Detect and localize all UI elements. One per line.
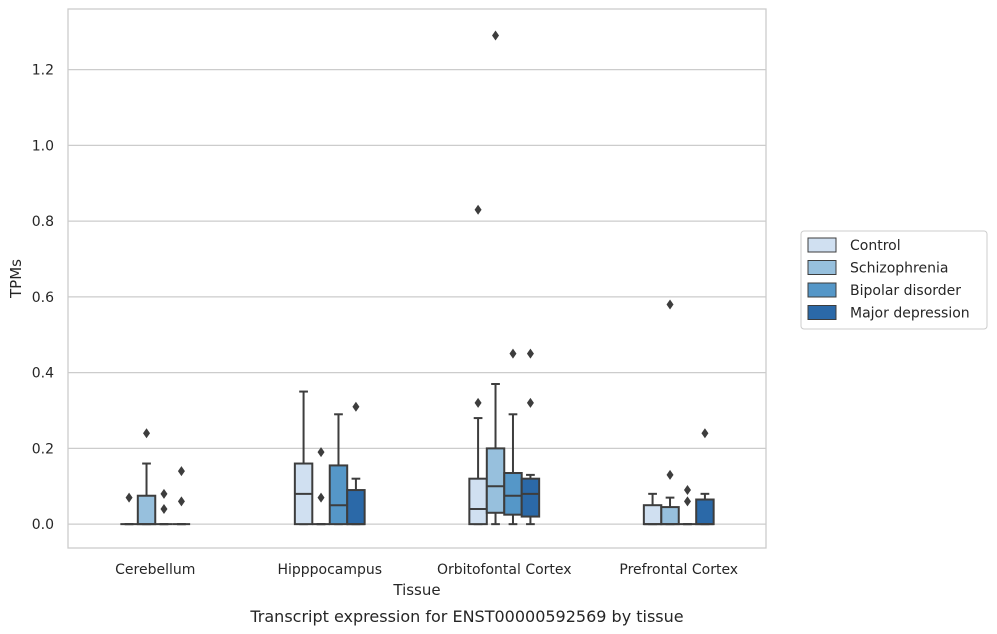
box-iqr: [503, 472, 523, 516]
outlier-point: [509, 348, 517, 359]
legend-swatch: [807, 305, 837, 320]
box-iqr: [695, 498, 715, 526]
plot-frame: [67, 8, 767, 549]
outlier-point: [492, 30, 500, 41]
chart-caption: Transcript expression for ENST0000059256…: [249, 607, 683, 626]
outlier-point: [683, 485, 691, 496]
y-tick-label: 0.6: [32, 290, 54, 306]
y-tick-label: 0.8: [32, 214, 54, 230]
outlier-point: [474, 204, 482, 215]
legend-label: Schizophrenia: [850, 261, 948, 277]
x-tick-label: Prefrontal Cortex: [619, 562, 738, 578]
x-axis-label: Tissue: [392, 581, 440, 599]
y-tick-label: 1.2: [32, 63, 54, 79]
outlier-point: [177, 466, 185, 477]
outlier-point: [683, 496, 691, 507]
x-tick-label: Cerebellum: [115, 562, 195, 578]
legend-label: Bipolar disorder: [850, 283, 961, 299]
y-tick-label: 0.4: [32, 366, 54, 382]
y-tick-label: 0.2: [32, 441, 54, 457]
legend-label: Major depression: [850, 306, 970, 322]
box-iqr: [468, 477, 488, 526]
box-3-2: [520, 348, 541, 526]
boxes: [120, 30, 715, 526]
box-1-0: [136, 428, 157, 526]
box-3-3: [695, 428, 715, 526]
box-2-3: [678, 485, 697, 526]
outlier-point: [160, 503, 168, 514]
legend-swatch: [807, 260, 837, 275]
box-0-1: [293, 390, 314, 526]
box-iqr: [520, 477, 541, 518]
x-tick-labels: Cerebellum Hipppocampus Orbitofontal Corte…: [115, 562, 738, 578]
box-1-3: [660, 299, 680, 526]
outlier-point: [352, 401, 360, 412]
y-tick-labels: 0.0 0.2 0.4 0.6 0.8 1.0 1.2: [32, 63, 54, 534]
box-3-1: [346, 401, 366, 526]
box-1-2: [485, 30, 506, 526]
box-iqr: [660, 506, 680, 526]
outlier-point: [160, 488, 168, 499]
box-iqr: [346, 489, 366, 526]
box-0-3: [642, 492, 663, 526]
y-tick-label: 1.0: [32, 138, 54, 154]
outlier-point: [317, 492, 325, 503]
outlier-point: [474, 397, 482, 408]
legend-label: Control: [850, 238, 901, 254]
box-iqr: [642, 504, 663, 526]
outlier-point: [666, 469, 674, 480]
box-iqr: [136, 494, 157, 526]
outlier-point: [125, 492, 133, 503]
outlier-point: [666, 299, 674, 310]
outlier-point: [526, 397, 534, 408]
legend-swatch: [807, 282, 837, 298]
box-0-0: [120, 492, 138, 526]
legend: Control Schizophrenia Bipolar disorder Majo…: [800, 230, 988, 330]
box-2-2: [503, 348, 523, 526]
x-tick-label: Hipppocampus: [277, 562, 382, 578]
outlier-point: [317, 447, 325, 458]
outlier-point: [701, 428, 709, 439]
box-2-0: [155, 488, 173, 526]
legend-swatch: [807, 237, 837, 253]
box-3-0: [172, 466, 191, 526]
outlier-point: [526, 348, 534, 359]
x-tick-label: Orbitofontal Cortex: [437, 562, 572, 578]
outlier-point: [143, 428, 151, 439]
box-2-1: [328, 413, 349, 526]
box-iqr: [485, 447, 506, 514]
box-0-2: [468, 204, 488, 526]
box-iqr: [328, 464, 349, 526]
outlier-point: [177, 496, 185, 507]
box-1-1: [312, 447, 330, 526]
grid-lines: [68, 69, 766, 525]
y-axis-label: TPMs: [7, 259, 25, 299]
legend-frame: [800, 230, 988, 330]
y-tick-label: 0.0: [32, 517, 54, 533]
